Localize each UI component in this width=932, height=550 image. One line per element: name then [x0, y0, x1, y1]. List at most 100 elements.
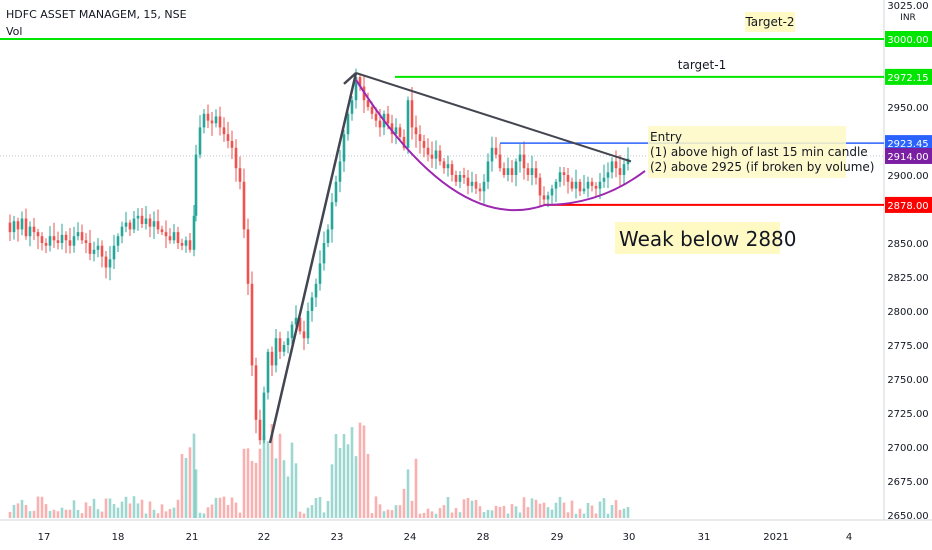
candle-body — [534, 168, 538, 178]
resistance-trendline — [355, 72, 632, 163]
volume-bar — [164, 511, 168, 518]
volume-bar — [526, 507, 530, 518]
candle-body — [446, 164, 450, 169]
candle-body — [342, 134, 346, 162]
volume-bar — [140, 499, 144, 518]
volume-bar — [586, 503, 590, 518]
volume-bar — [16, 503, 20, 518]
volume-bar — [502, 505, 506, 518]
price-axis[interactable]: 3000.00 2972.15 2923.45 2878.00 2914.00 2950.… — [885, 1, 932, 522]
volume-bar — [218, 497, 222, 518]
candle-body — [506, 168, 510, 175]
candle-body — [570, 181, 574, 189]
candle-body — [132, 218, 136, 230]
volume-bar — [172, 507, 176, 518]
candle-body — [358, 77, 362, 87]
volume-bar — [84, 502, 88, 518]
candle-body — [590, 181, 594, 186]
volume-bar — [390, 510, 394, 518]
volume-bar — [168, 508, 172, 518]
candle-body — [108, 259, 112, 268]
volume-bar — [314, 498, 318, 518]
volume-bar — [474, 499, 478, 518]
volume-bar — [326, 500, 330, 518]
candle-body — [474, 181, 478, 189]
volume-bar — [116, 507, 120, 518]
candle-body — [618, 168, 622, 175]
x-tick-label: 24 — [404, 532, 417, 543]
candle-body — [198, 127, 202, 155]
volume-bar — [534, 499, 538, 518]
entry-note-box — [648, 126, 846, 178]
volume-bar — [570, 500, 574, 518]
volume-bar — [538, 503, 542, 518]
volume-bar — [76, 509, 80, 518]
entry-line-price-text: 2923.45 — [887, 139, 928, 150]
volume-bar — [566, 512, 570, 518]
candle-body — [374, 113, 378, 121]
candle-body — [250, 283, 254, 366]
volume-bar — [198, 512, 202, 518]
volume-bar — [374, 496, 378, 518]
candle-body — [542, 195, 546, 200]
volume-bar — [378, 504, 382, 518]
candle-body — [36, 232, 40, 237]
symbol-title[interactable]: HDFC ASSET MANAGEM, 15, NSE — [6, 8, 187, 21]
volume-bar — [128, 503, 132, 518]
candle-body — [402, 136, 406, 148]
candle-body — [598, 181, 602, 189]
volume-bar — [290, 442, 294, 518]
candle-body — [52, 236, 56, 241]
candle-body — [230, 141, 234, 148]
volume-bar — [286, 476, 290, 518]
volume-bar — [72, 500, 76, 518]
volume-bar — [614, 500, 618, 518]
volume-bar — [230, 497, 234, 518]
candle-body — [222, 127, 226, 135]
candle-body — [378, 120, 382, 128]
volume-bar — [246, 448, 250, 518]
candle-body — [136, 215, 140, 219]
volume-bar — [12, 504, 16, 518]
candle-body — [24, 218, 28, 237]
weak-line-price-text: 2878.00 — [887, 201, 928, 212]
volume-bar — [188, 447, 192, 518]
candle-body — [274, 338, 278, 366]
candle-body — [258, 419, 262, 441]
volume-bar — [506, 513, 510, 518]
volume-bar — [606, 513, 610, 518]
candle-body — [458, 175, 462, 182]
volume-bar — [132, 496, 136, 518]
volume-bar — [194, 469, 198, 518]
volume-bar — [582, 513, 586, 518]
volume-bar — [362, 425, 366, 518]
volume-bar — [386, 509, 390, 518]
candle-body — [148, 218, 152, 227]
volume-bar — [266, 441, 270, 518]
volume-bar — [486, 509, 490, 518]
y-tick-label: 2950.00 — [887, 103, 928, 114]
volume-bar — [156, 513, 160, 518]
volume-bar — [250, 460, 254, 518]
candle-body — [302, 331, 306, 339]
candle-body — [104, 256, 108, 268]
volume-bar — [518, 512, 522, 518]
volume-bar — [610, 504, 614, 518]
volume-bar — [176, 499, 180, 518]
candle-body — [172, 232, 176, 241]
candle-body — [8, 222, 12, 233]
candle-body — [112, 245, 116, 260]
volume-bar — [450, 512, 454, 518]
candle-body — [68, 240, 72, 246]
volume-bar — [574, 513, 578, 518]
entry-line-2: (2) above 2925 (if broken by volume) — [650, 160, 874, 174]
time-axis[interactable]: 17 18 21 22 23 24 28 29 30 31 2021 4 — [38, 532, 853, 543]
target-2-text: Target-2 — [744, 15, 794, 29]
candle-body — [164, 232, 168, 237]
volume-bar — [358, 422, 362, 518]
volume-bar — [104, 498, 108, 518]
candle-body — [192, 215, 196, 250]
